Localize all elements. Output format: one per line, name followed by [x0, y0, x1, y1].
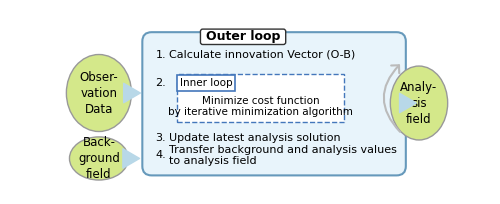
Text: Transfer background and analysis values: Transfer background and analysis values	[170, 145, 398, 155]
FancyArrowPatch shape	[400, 93, 416, 113]
Text: Back-
ground
field: Back- ground field	[78, 136, 120, 181]
Text: Minimize cost function: Minimize cost function	[202, 96, 320, 106]
Text: Outer loop: Outer loop	[206, 30, 281, 43]
Text: Update latest analysis solution: Update latest analysis solution	[170, 133, 341, 143]
FancyArrowPatch shape	[124, 83, 140, 103]
Text: Calculate innovation Vector (O-B): Calculate innovation Vector (O-B)	[170, 50, 356, 60]
Ellipse shape	[390, 66, 448, 140]
Text: 1.: 1.	[156, 50, 166, 60]
Text: 3.: 3.	[156, 133, 166, 143]
FancyBboxPatch shape	[177, 74, 344, 122]
Ellipse shape	[70, 137, 128, 180]
Text: 2.: 2.	[156, 78, 166, 88]
Text: Obser-
vation
Data: Obser- vation Data	[80, 71, 118, 115]
FancyBboxPatch shape	[142, 32, 406, 175]
Ellipse shape	[66, 54, 132, 132]
FancyBboxPatch shape	[177, 75, 236, 91]
Text: Inner loop: Inner loop	[180, 78, 233, 88]
Text: Analy-
sis
field: Analy- sis field	[400, 81, 438, 125]
Text: by iterative minimization algorithm: by iterative minimization algorithm	[168, 107, 354, 117]
Text: to analysis field: to analysis field	[170, 156, 257, 166]
FancyArrowPatch shape	[123, 149, 140, 168]
FancyBboxPatch shape	[200, 29, 286, 44]
Text: 4.: 4.	[156, 150, 166, 160]
